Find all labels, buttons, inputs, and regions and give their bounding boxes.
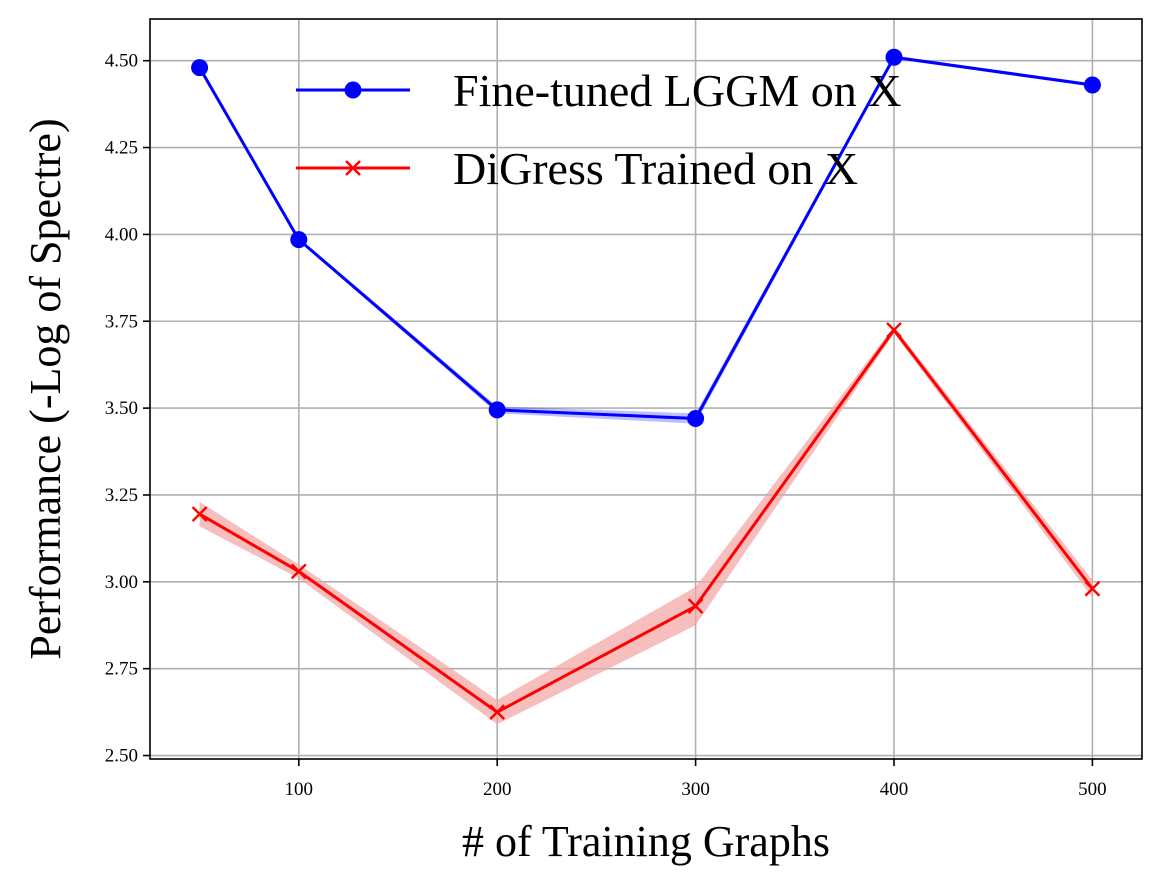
y-tick-label: 4.25: [105, 138, 138, 159]
y-tick-label: 2.50: [105, 746, 138, 767]
series-1-point: [687, 598, 704, 614]
series-1-band: [199, 326, 1093, 725]
x-tick-label: 500: [1078, 779, 1107, 800]
y-tick-label: 3.25: [105, 485, 138, 506]
x-tick-label: 400: [880, 779, 909, 800]
legend-entry-1: DiGress Trained on X: [453, 143, 858, 194]
series-1-point: [1084, 580, 1101, 597]
series-markers: [191, 48, 1101, 720]
series-1-line: [198, 328, 1094, 714]
series-0-line: [198, 55, 1093, 421]
x-tick-label: 100: [285, 779, 314, 800]
series-1-point: [290, 563, 307, 580]
series-lines: [198, 55, 1094, 714]
plot-frame: [149, 18, 1143, 760]
y-tick-label: 4.50: [105, 51, 138, 72]
y-tick-label: 2.75: [105, 659, 138, 680]
series-1-point: [489, 704, 506, 720]
x-axis-label: # of Training Graphs: [462, 817, 830, 866]
y-tick-label: 4.00: [105, 224, 138, 245]
series-0-point: [1083, 76, 1101, 94]
x-tick-label: 300: [681, 779, 710, 800]
legend-marker-0: [344, 81, 362, 99]
series-0-point: [885, 48, 903, 66]
series-0-point: [687, 410, 705, 428]
series-0-point: [488, 401, 506, 419]
y-tick-label: 3.75: [105, 311, 138, 332]
series-1-point: [886, 322, 902, 338]
series-0-point: [191, 59, 209, 77]
series-1-point: [191, 506, 208, 522]
axis-ticks: 100 200 300 400 500 2.50 2.75 3.00 3.25 3.50 3.75 4…: [105, 51, 1107, 800]
y-tick-label: 3.00: [105, 572, 138, 593]
legend: Fine-tuned LGGM on X DiGress Trained on X: [296, 65, 901, 194]
confidence-bands: [199, 55, 1093, 725]
x-tick-label: 200: [483, 779, 512, 800]
y-axis-label: Performance (-Log of Spectre): [21, 118, 70, 659]
y-tick-label: 3.50: [105, 398, 138, 419]
legend-marker-1: [345, 160, 361, 176]
legend-entry-0: Fine-tuned LGGM on X: [453, 65, 901, 116]
series-0-point: [290, 231, 308, 249]
grid-lines: [150, 19, 1142, 759]
